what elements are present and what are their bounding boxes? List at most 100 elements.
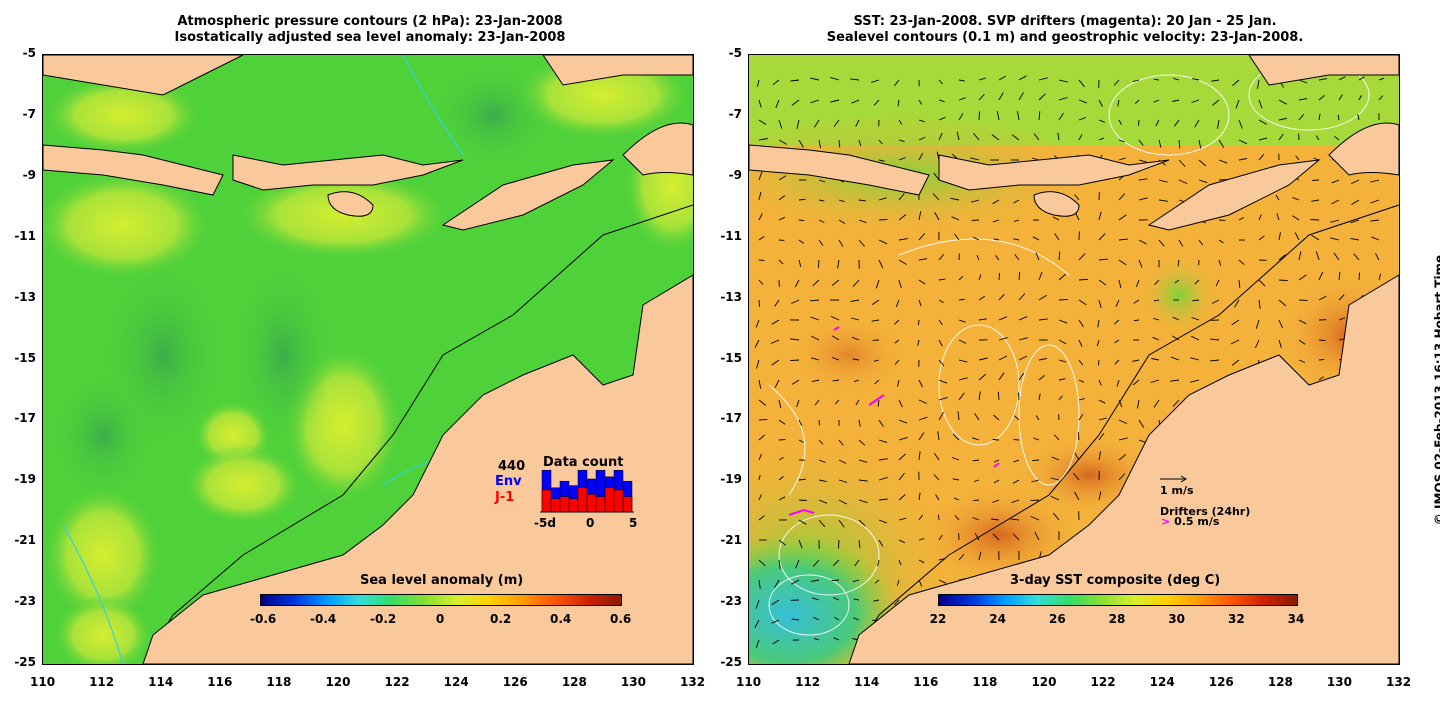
velocity-arrow [992,533,1000,541]
velocity-arrow [938,534,943,541]
velocity-arrow [832,559,840,567]
velocity-arrow [958,339,967,344]
velocity-arrow [1078,117,1087,121]
velocity-arrow [1058,79,1068,83]
sulawesi-land-sst [1248,55,1399,86]
velocity-arrow [972,517,980,521]
velocity-arrow [958,377,968,381]
velocity-arrow [771,359,780,366]
right-lon-tick: 126 [1208,675,1234,689]
velocity-arrow [918,579,923,587]
velocity-arrow [896,379,900,387]
velocity-arrow [978,357,988,361]
velocity-arrow [852,279,860,288]
velocity-arrow [971,437,980,441]
right-lon-tick: 124 [1149,675,1175,689]
velocity-arrow [1178,239,1184,247]
velocity-arrow [1232,79,1240,86]
velocity-arrow [810,357,820,361]
velocity-arrow [1158,239,1165,247]
velocity-arrow [1058,395,1063,401]
left-lon-tick: 122 [384,675,410,689]
velocity-arrow [992,219,1000,223]
velocity-arrow [1298,359,1306,363]
velocity-arrow [1177,259,1180,267]
velocity-arrow [1211,79,1220,82]
sulawesi-land [542,55,693,86]
velocity-arrow [1198,239,1204,246]
j1-count-bar [577,487,588,513]
velocity-arrow [1218,239,1224,244]
velocity-arrow [874,379,880,385]
velocity-arrow [1052,216,1060,221]
velocity-arrow [938,557,946,561]
velocity-arrow [875,279,880,289]
velocity-arrow [958,97,966,101]
velocity-arrow [1078,278,1089,281]
velocity-arrow [1078,299,1087,306]
velocity-arrow [818,459,826,463]
velocity-arrow [858,539,861,549]
velocity-arrow [1150,379,1160,383]
velocity-arrow [1310,219,1320,221]
left-lon-tick: 116 [207,675,233,689]
sea-level-anomaly-map[interactable] [42,54,694,665]
velocity-arrow [1331,199,1340,205]
velocity-arrow [1038,374,1045,381]
left-lat-tick: -15 [14,350,36,365]
right-lat-tick: -23 [720,594,742,609]
velocity-arrow [754,619,760,628]
velocity-arrow [918,136,926,141]
velocity-arrow [778,195,786,201]
velocity-arrow [938,579,947,584]
velocity-arrow [758,236,765,241]
velocity-arrow [1038,318,1048,321]
velocity-arrow [1118,119,1122,125]
left-lat-tick: -9 [22,167,36,182]
velocity-arrow [958,319,966,323]
velocity-arrow [1074,194,1080,201]
velocity-arrow [1153,399,1160,408]
velocity-arrow [1134,99,1140,105]
velocity-arrow [758,418,768,421]
velocity-arrow [1035,252,1040,261]
velocity-arrow [1254,339,1260,349]
velocity-arrow [1132,79,1140,83]
velocity-arrow [790,79,800,82]
sst-map[interactable] [748,54,1400,665]
velocity-arrow [1051,456,1060,461]
velocity-arrow [1235,99,1240,109]
left-lon-tick: 124 [443,675,469,689]
velocity-arrow [938,116,946,121]
velocity-arrow [1198,139,1202,149]
velocity-arrow [830,99,840,103]
data-count-tick-end: 5 [629,516,638,530]
velocity-arrow [992,199,1000,205]
velocity-arrow [1278,99,1287,105]
velocity-arrow [1098,399,1106,404]
timor-land-sst [1147,159,1321,231]
velocity-arrow [798,139,804,148]
velocity-arrow [1032,236,1040,241]
velocity-arrow [1191,335,1200,341]
velocity-arrow [790,359,800,362]
velocity-arrow [918,319,920,326]
velocity-arrow [1118,238,1128,241]
velocity-arrow [1351,199,1360,205]
right-lat-tick: -11 [720,228,742,243]
velocity-arrow [813,616,820,621]
velocity-arrow [1013,459,1020,463]
velocity-arrow [1153,99,1160,103]
velocity-arrow [1311,199,1320,202]
velocity-arrow [755,599,760,609]
velocity-arrow [1138,419,1145,428]
sst-colorbar-tick: 30 [1168,612,1185,626]
velocity-arrow [978,93,985,101]
velocity-arrow [898,472,905,481]
velocity-arrow [1011,499,1020,504]
velocity-arrow [954,515,960,521]
velocity-arrow [838,519,845,528]
velocity-arrow [938,379,948,384]
velocity-arrow [1151,358,1160,361]
velocity-arrow [1298,98,1308,101]
